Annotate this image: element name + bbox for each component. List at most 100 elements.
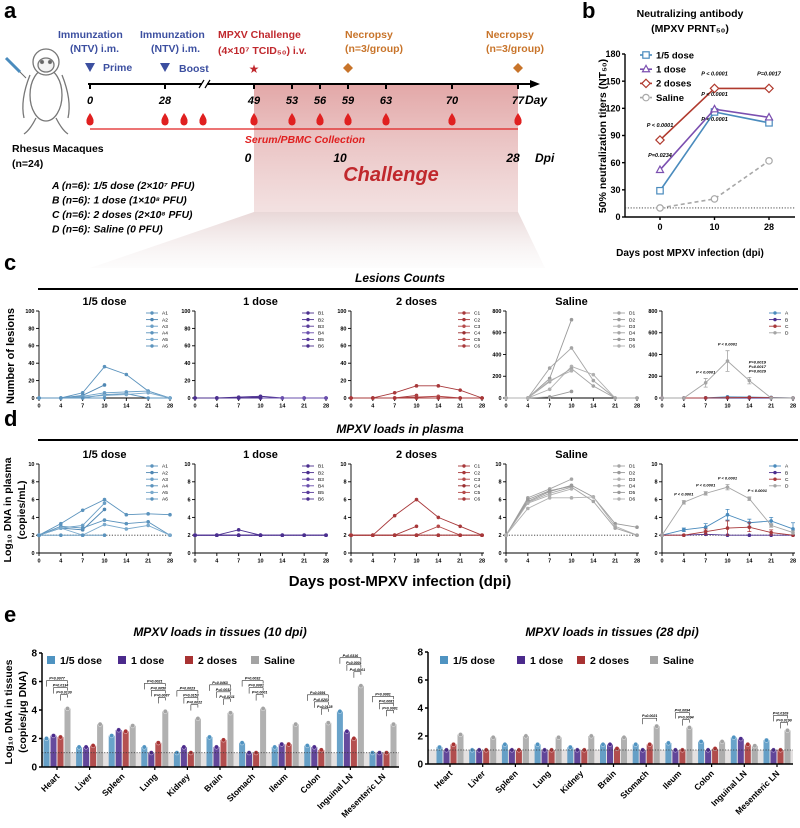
bar-1/5 dose: [534, 744, 541, 764]
significance-bracket: [60, 694, 68, 701]
x-tick-label: 0: [504, 559, 507, 565]
significance-bracket: [346, 664, 362, 671]
data-point: [763, 83, 775, 94]
x-tick-label: 10: [257, 404, 263, 410]
legend-marker: [462, 490, 466, 495]
data-point: [392, 396, 397, 400]
legend-label: 1/5 dose: [453, 655, 495, 667]
timeline-arrow-icon: [530, 80, 540, 88]
data-point: [44, 736, 49, 741]
series-line-D2: [506, 319, 572, 399]
data-point: [76, 744, 82, 750]
legend-marker: [773, 464, 777, 468]
bar-1/5 dose: [436, 747, 443, 764]
legend-label: B6: [318, 344, 324, 350]
category-label: Spleen: [493, 768, 520, 795]
y-tick-label: 60: [610, 158, 620, 168]
data-point: [556, 735, 561, 740]
data-point: [458, 388, 462, 392]
data-point: [547, 488, 552, 493]
data-point: [569, 487, 574, 491]
data-point: [124, 527, 129, 531]
legend-label: B4: [318, 330, 324, 336]
data-point: [146, 512, 150, 516]
data-point: [682, 500, 686, 505]
significance-bracket: [307, 694, 329, 701]
data-point: [59, 526, 63, 530]
data-point: [302, 396, 306, 400]
chart-title: 2 doses: [396, 449, 437, 461]
legend-marker: [150, 317, 154, 322]
bar-1/5 dose: [141, 747, 148, 767]
x-tick-label: 10: [724, 404, 730, 410]
data-point: [725, 512, 730, 517]
category-label: Lung: [531, 768, 553, 790]
bar-1/5 dose: [108, 735, 115, 767]
legend-label: D1: [629, 464, 635, 470]
data-point: [569, 317, 574, 322]
x-tick-label: 10: [724, 559, 730, 565]
y-tick-label: 400: [648, 352, 657, 358]
legend-label: C5: [474, 490, 480, 496]
legend-label: B3: [318, 324, 324, 330]
legend-marker: [462, 324, 466, 328]
bar-1/5 dose: [206, 737, 213, 767]
legend-label: C1: [474, 464, 480, 470]
data-point: [526, 501, 530, 505]
data-point: [764, 737, 769, 743]
data-point: [569, 346, 574, 350]
data-point: [168, 512, 172, 517]
data-point: [80, 508, 85, 513]
p-value-annotation: P=0.0023: [180, 687, 196, 691]
data-point: [239, 740, 245, 746]
legend-label: D3: [629, 477, 635, 483]
animal-label: Rhesus Macaques: [12, 143, 104, 155]
legend-swatch: [650, 656, 658, 664]
x-tick-label: 4: [59, 559, 63, 565]
legend-swatch: [118, 656, 126, 664]
blood-drop-icon: [288, 113, 296, 126]
line-chart-1: [36, 310, 172, 401]
necropsy-marker-icon: [513, 63, 523, 73]
data-point: [480, 533, 484, 538]
x-tick-label: 10: [101, 559, 107, 565]
collection-label: Serum/PBMC Collection: [245, 134, 365, 146]
dpi-tick-label: 28: [505, 151, 520, 165]
data-point: [504, 396, 508, 400]
legend-label: B4: [318, 483, 324, 489]
legend-marker: [462, 464, 466, 468]
y-tick-label: 0: [417, 760, 423, 771]
legend-swatch: [440, 656, 448, 664]
x-tick-label: 10: [101, 404, 107, 410]
data-point: [504, 533, 508, 538]
category-label: Kidney: [165, 771, 192, 798]
data-point: [436, 384, 441, 388]
data-point: [451, 742, 456, 747]
bar-1/5 dose: [632, 744, 639, 764]
bar-Saline: [719, 741, 726, 764]
chart-title: MPXV loads in tissues (10 dpi): [133, 625, 306, 639]
data-point: [547, 493, 552, 497]
legend-label: A: [785, 311, 789, 317]
data-point: [102, 507, 107, 512]
legend-label: D: [785, 330, 789, 336]
p-value-annotation: P=0.0021: [642, 714, 658, 718]
x-tick-label: 28: [479, 404, 485, 410]
data-point: [747, 496, 752, 501]
p-value-annotation: P=0.0391: [310, 691, 326, 695]
x-tick-label: 7: [548, 559, 551, 565]
y-tick-label: 600: [492, 331, 501, 337]
data-point: [633, 742, 639, 747]
data-point: [124, 372, 129, 377]
bar-1/5 dose: [271, 747, 278, 767]
blood-drop-icon: [161, 113, 169, 126]
legend-label: C: [785, 477, 789, 483]
bar-chart-11: [39, 652, 399, 770]
legend-swatch: [185, 656, 193, 664]
data-point: [279, 741, 285, 747]
y-axis-label-unit: (copies/mL): [16, 481, 28, 540]
bar-1 dose: [476, 750, 483, 764]
data-point: [116, 727, 122, 733]
p-value-annotation: P=0.0017: [757, 71, 782, 77]
y-tick-label: 0: [343, 396, 346, 402]
